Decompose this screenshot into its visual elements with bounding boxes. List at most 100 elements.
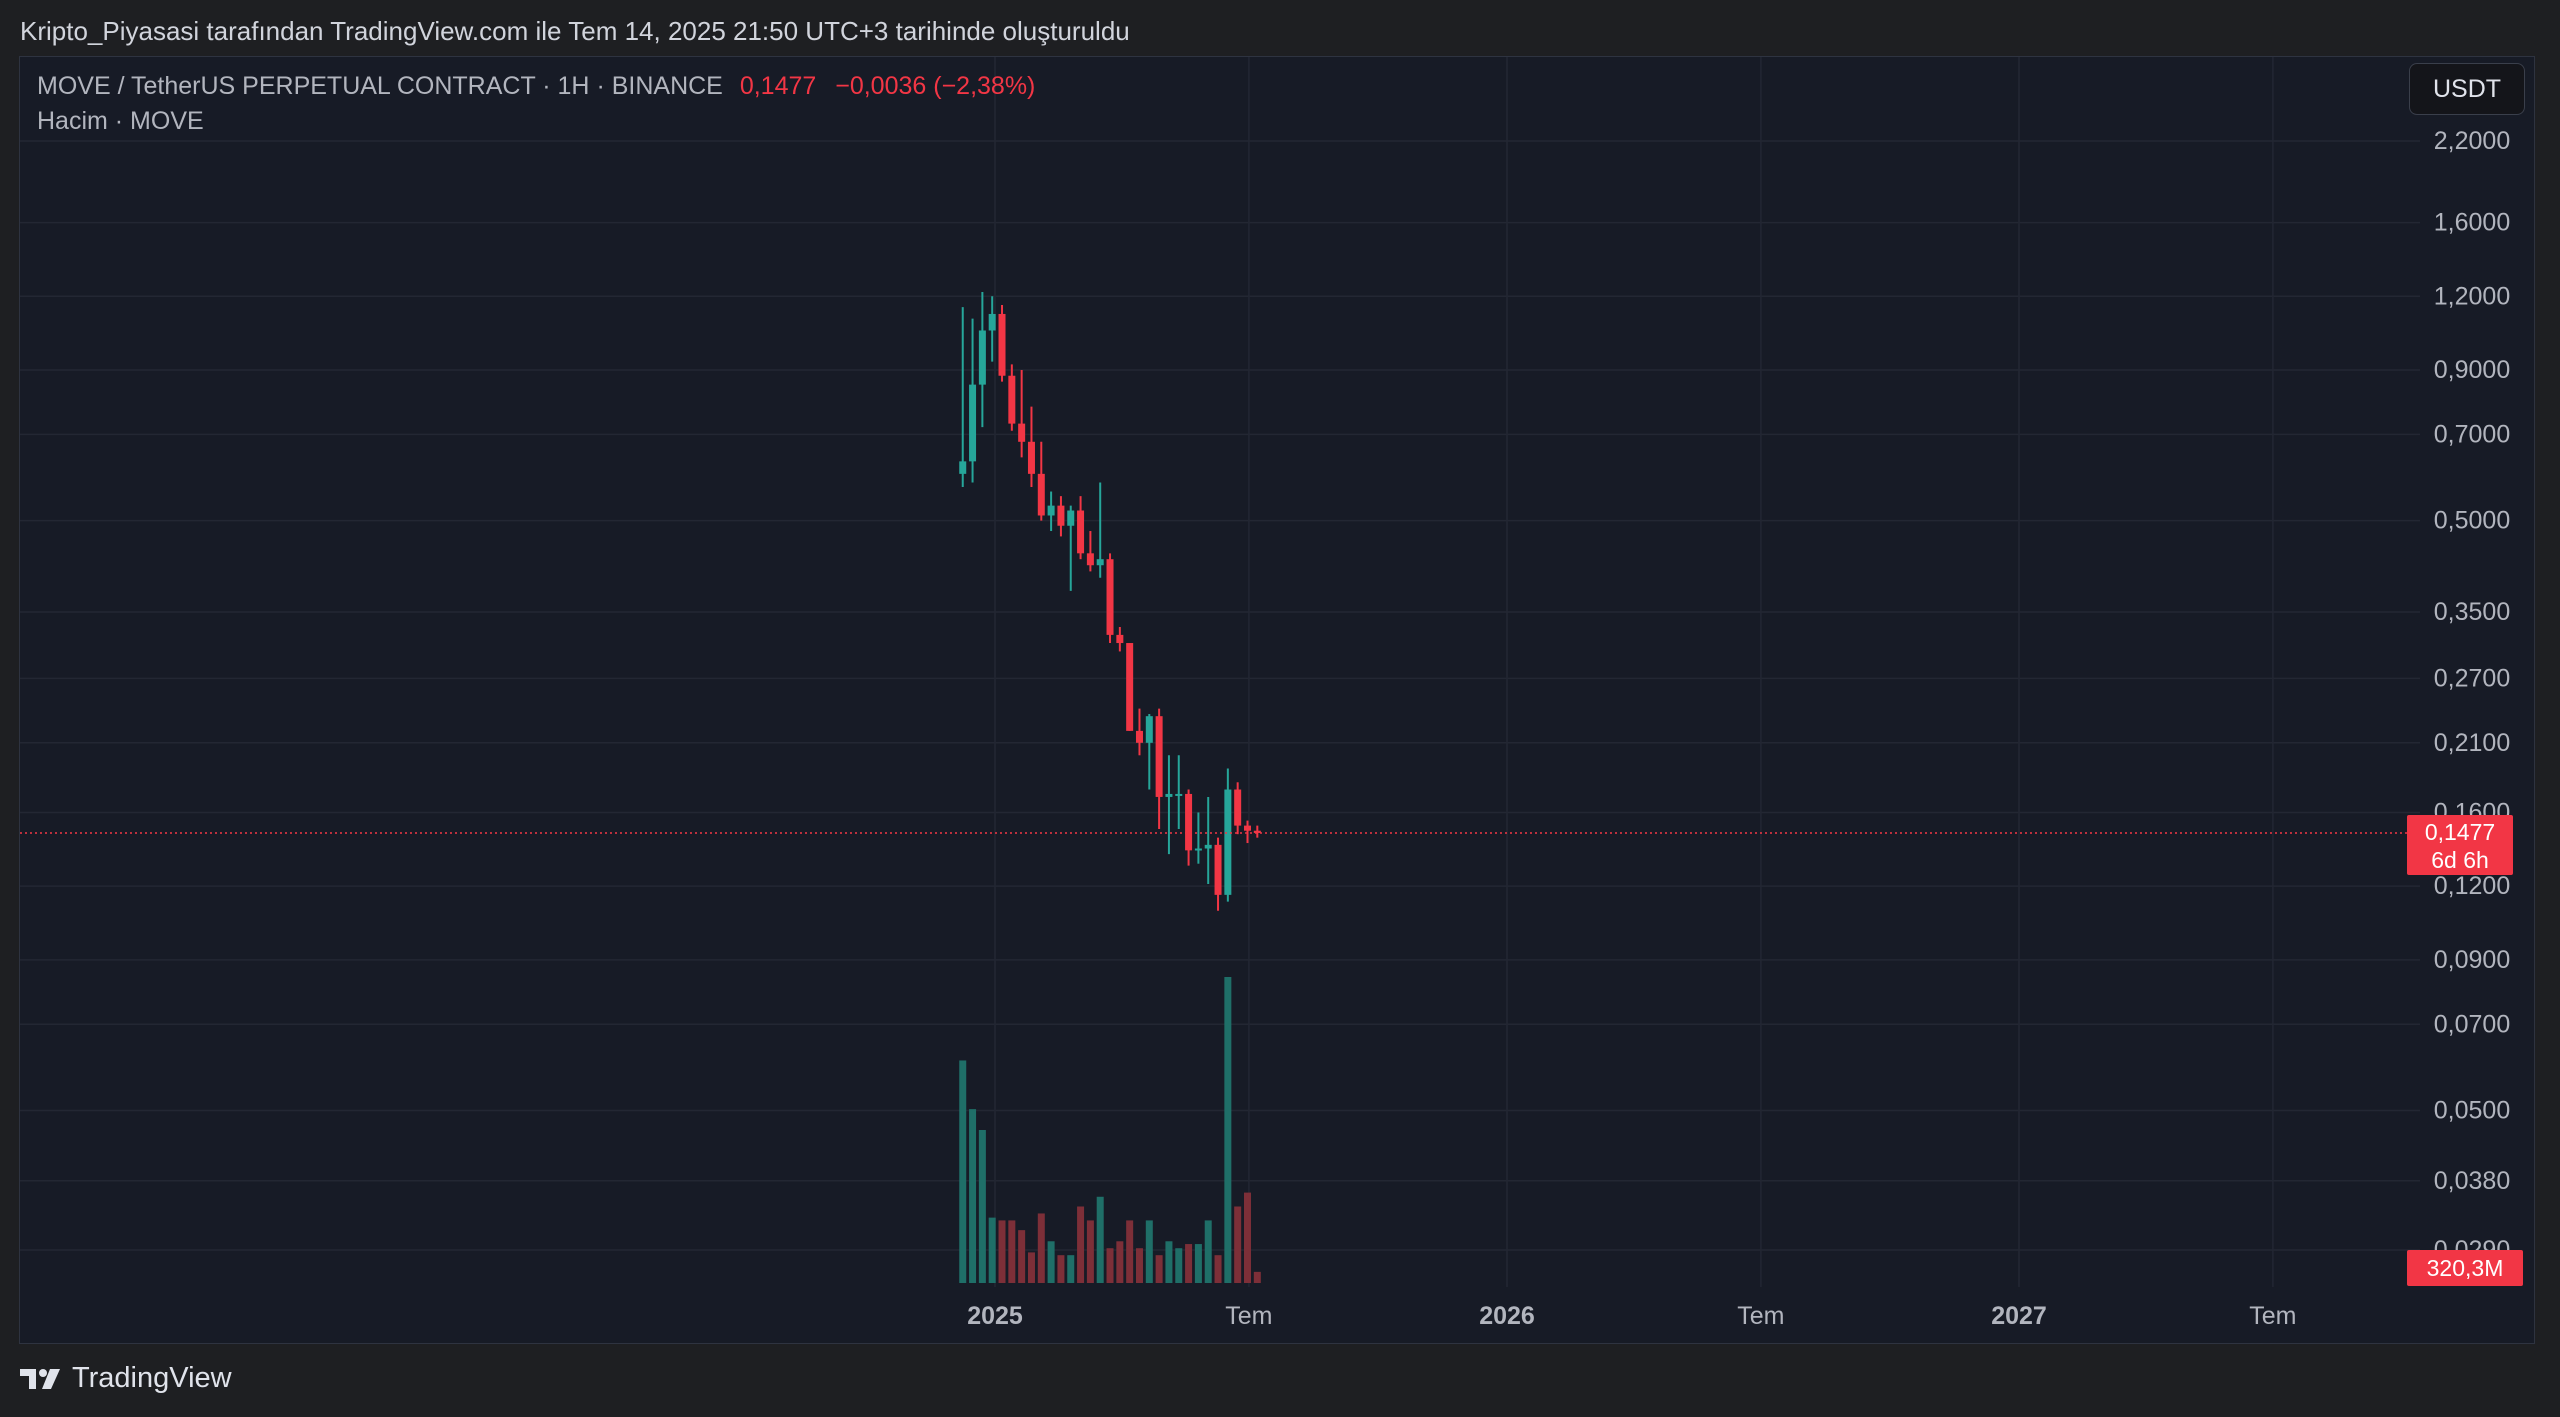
volume-bar — [1037, 1213, 1045, 1283]
volume-bar — [978, 1130, 986, 1283]
volume-bar — [1214, 1255, 1222, 1283]
volume-badge-value: 320,3M — [2427, 1255, 2504, 1281]
volume-bar — [1165, 1241, 1173, 1283]
candle-body — [1057, 505, 1065, 526]
symbol-name[interactable]: MOVE / TetherUS PERPETUAL CONTRACT — [37, 72, 536, 100]
candle-body — [1027, 441, 1035, 474]
volume-bar — [1106, 1248, 1114, 1283]
last-price-badge-value: 0,1477 — [2425, 819, 2495, 845]
volume-legend[interactable]: Hacim · MOVE — [37, 107, 204, 135]
price-tick-label: 0,2700 — [2434, 664, 2510, 692]
candle-body — [988, 313, 996, 331]
price-tick-label: 0,0500 — [2434, 1096, 2510, 1124]
candle-body — [998, 313, 1006, 376]
countdown-badge-value: 6d 6h — [2431, 847, 2489, 873]
candle-body — [1224, 789, 1232, 895]
candles — [959, 292, 1261, 911]
chart-caption: Kripto_Piyasasi tarafından TradingView.c… — [20, 16, 1130, 46]
currency-button[interactable]: USDT — [2409, 63, 2525, 115]
volume-bar — [1086, 1220, 1094, 1283]
symbol-legend[interactable]: MOVE / TetherUS PERPETUAL CONTRACT · 1H … — [37, 72, 1035, 101]
legend-separator: · — [542, 72, 551, 100]
last-price-value: 0,1477 — [739, 72, 817, 100]
price-tick-label: 0,2100 — [2434, 729, 2510, 757]
time-tick-label: Tem — [1225, 1302, 1272, 1330]
tradingview-logo[interactable]: TradingView — [20, 1362, 232, 1395]
interval-label[interactable]: 1H — [557, 72, 590, 100]
candle-body — [1175, 793, 1183, 796]
volume-bar — [988, 1217, 996, 1283]
price-tick-label: 0,9000 — [2434, 356, 2510, 384]
volume-bar — [1008, 1220, 1016, 1283]
last-price-badge — [2407, 814, 2513, 875]
volume-bar — [1126, 1220, 1134, 1283]
volume-bar — [998, 1220, 1006, 1283]
candle-body — [1116, 634, 1124, 644]
volume-bar — [1077, 1206, 1085, 1283]
volume-bar — [1194, 1244, 1202, 1283]
candle-body — [1253, 830, 1261, 833]
candle-body — [1077, 510, 1085, 554]
candle-body — [1126, 643, 1134, 731]
tradingview-logo-icon — [20, 1368, 60, 1389]
candle-body — [1185, 793, 1193, 851]
volume-bar — [1116, 1241, 1124, 1283]
candle-body — [1106, 559, 1114, 635]
candle-body — [1243, 825, 1251, 831]
volume-bar — [1224, 977, 1232, 1283]
volume-bar — [1135, 1248, 1143, 1283]
candle-body — [1214, 844, 1222, 895]
price-chart[interactable]: 2,2000 1,6000 1,2000 0,9000 0,7000 0,5000 0,35… — [20, 57, 2535, 1344]
exchange-label: BINANCE — [611, 72, 723, 100]
volume-bar — [959, 1060, 967, 1283]
candle-body — [969, 384, 977, 462]
volume-badge — [2407, 1250, 2523, 1286]
candle-body — [1204, 844, 1212, 849]
candle-body — [1135, 730, 1143, 743]
volume-bar — [1185, 1244, 1193, 1283]
price-tick-label: 0,1200 — [2434, 872, 2510, 900]
volume-bar — [1047, 1241, 1055, 1283]
time-tick-label: 2025 — [967, 1302, 1023, 1330]
volume-bar — [1204, 1220, 1212, 1283]
price-tick-label: 0,5000 — [2434, 507, 2510, 535]
volume-bar — [1155, 1255, 1163, 1283]
price-tick-label: 0,0700 — [2434, 1010, 2510, 1038]
volume-bar — [1253, 1271, 1261, 1283]
price-tick-label: 0,0380 — [2434, 1167, 2510, 1195]
candle-body — [1165, 793, 1173, 797]
time-tick-label: 2027 — [1991, 1302, 2047, 1330]
volume-bar — [1145, 1220, 1153, 1283]
legend-separator: · — [596, 72, 605, 100]
brand-name: TradingView — [72, 1362, 232, 1394]
candle-body — [1047, 505, 1055, 516]
chart-panel[interactable]: 2,2000 1,6000 1,2000 0,9000 0,7000 0,5000 0,35… — [19, 56, 2535, 1344]
price-tick-label: 0,0900 — [2434, 946, 2510, 974]
time-tick-label: Tem — [2249, 1302, 2296, 1330]
time-tick-label: Tem — [1737, 1302, 1784, 1330]
candle-body — [1096, 559, 1104, 566]
volume-bar — [1057, 1255, 1065, 1283]
price-axis[interactable]: 2,2000 1,6000 1,2000 0,9000 0,7000 0,5000 0,35… — [2434, 127, 2510, 1264]
time-tick-label: 2026 — [1479, 1302, 1535, 1330]
candle-body — [1145, 716, 1153, 743]
candle-body — [1194, 848, 1202, 851]
candle-body — [978, 330, 986, 385]
volume-bars — [959, 977, 1261, 1283]
candle-body — [1067, 510, 1075, 526]
volume-bar — [1067, 1255, 1075, 1283]
price-tick-label: 0,7000 — [2434, 420, 2510, 448]
volume-bar — [1234, 1206, 1242, 1283]
volume-bar — [1027, 1252, 1035, 1283]
price-tick-label: 2,2000 — [2434, 127, 2510, 155]
time-axis[interactable]: 2025 Tem 2026 Tem 2027 Tem — [967, 1302, 2296, 1330]
volume-bar — [1096, 1196, 1104, 1283]
price-tick-label: 1,2000 — [2434, 282, 2510, 310]
volume-bar — [969, 1109, 977, 1283]
grid-lines — [20, 57, 2420, 1287]
volume-bar — [1018, 1230, 1026, 1283]
price-change-value: −0,0036 (−2,38%) — [835, 72, 1036, 100]
volume-bar — [1175, 1248, 1183, 1283]
price-tick-label: 0,3500 — [2434, 598, 2510, 626]
volume-bar — [1243, 1192, 1251, 1283]
